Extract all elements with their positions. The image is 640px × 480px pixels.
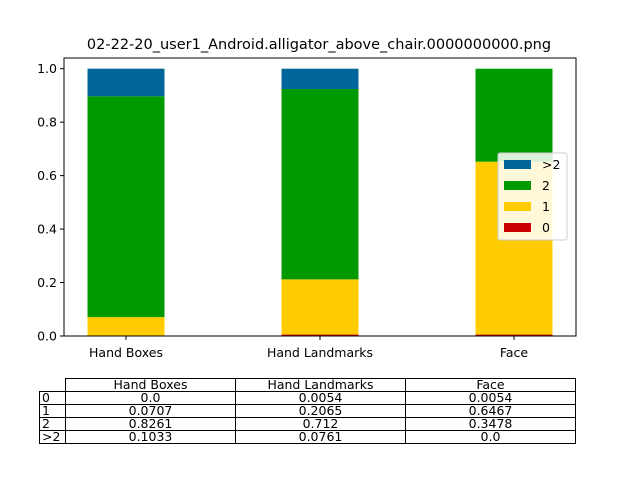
table-cell: 0.712 (235, 417, 406, 431)
legend-swatch (504, 223, 531, 232)
table-column-header: Face (405, 378, 576, 392)
legend-frame (497, 152, 568, 241)
table-corner (40, 379, 66, 392)
y-tick-label: 1.0 (37, 61, 57, 76)
table-cell: 0.2065 (235, 404, 406, 418)
legend-label: 0 (542, 220, 550, 235)
table-row: 0 0.0 0.0054 0.0054 (39, 391, 576, 405)
table-cell: 0.0054 (235, 391, 406, 405)
x-tick-label: Hand Landmarks (267, 345, 373, 360)
legend-label: 2 (542, 178, 550, 193)
table-cell: 0.0 (405, 430, 576, 444)
bar-segment (475, 68, 553, 162)
table-column-header: Hand Landmarks (235, 378, 406, 392)
table-cell: 0.8261 (65, 417, 236, 431)
chart-title: 02-22-20_user1_Android.alligator_above_c… (87, 37, 551, 53)
table-cell: 0.6467 (405, 404, 576, 418)
legend-swatch (504, 160, 531, 169)
table-cell: 0.1033 (65, 430, 236, 444)
table-row: 2 0.8261 0.712 0.3478 (39, 417, 576, 431)
table-row: >2 0.1033 0.0761 0.0 (39, 430, 576, 444)
table-row-label: >2 (39, 430, 66, 444)
bar-segment (281, 334, 359, 336)
table-cell: 0.0 (65, 391, 236, 405)
table-cell: 0.0054 (405, 391, 576, 405)
plot-area: 0.0 0.2 0.4 0.6 0.8 1.0 Hand Boxes Hand Landmar… (37, 57, 577, 360)
bar-segment (281, 89, 359, 280)
stacked-bar-chart: 02-22-20_user1_Android.alligator_above_c… (37, 37, 577, 360)
table-row-label: 1 (39, 404, 66, 418)
y-tick-label: 0.2 (37, 275, 57, 290)
bar-segment (281, 68, 359, 90)
bar-segment (475, 334, 553, 336)
table-column-header: Hand Boxes (65, 378, 236, 392)
table-row-label: 0 (39, 391, 66, 405)
table-header-row: Hand Boxes Hand Landmarks Face (40, 378, 576, 392)
y-tick-label: 0.8 (37, 115, 57, 130)
bar-segment (87, 68, 165, 97)
legend-swatch (504, 181, 531, 190)
bar-segment (87, 96, 165, 318)
bar-segment (281, 279, 359, 335)
y-tick-label: 0.0 (37, 329, 57, 344)
bar-segment (87, 317, 165, 336)
x-tick-label: Hand Boxes (89, 345, 163, 360)
table-row: 1 0.0707 0.2065 0.6467 (39, 404, 576, 418)
y-tick-label: 0.4 (37, 222, 57, 237)
table-row-label: 2 (39, 417, 66, 431)
y-tick-label: 0.6 (37, 168, 57, 183)
table-cell: 0.3478 (405, 417, 576, 431)
legend-swatch (504, 202, 531, 211)
legend-label: >2 (542, 157, 560, 172)
legend: >2 2 1 0 (497, 152, 568, 241)
data-table: Hand Boxes Hand Landmarks Face 0 0.0 0.0… (39, 378, 576, 444)
legend-label: 1 (542, 199, 550, 214)
x-tick-label: Face (500, 345, 529, 360)
table-cell: 0.0707 (65, 404, 236, 418)
table-cell: 0.0761 (235, 430, 406, 444)
